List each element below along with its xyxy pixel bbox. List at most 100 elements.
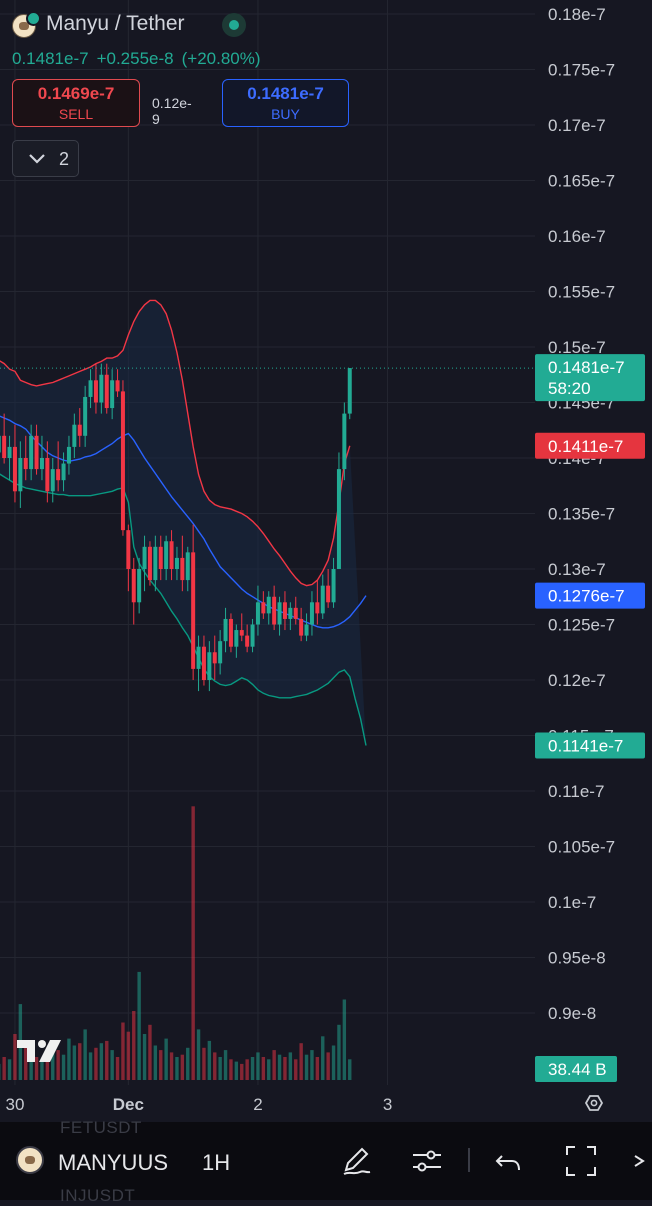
- volume-bar: [159, 1050, 162, 1080]
- candle-body: [137, 569, 141, 602]
- volume-bar: [170, 1052, 173, 1080]
- price-axis-label: 0.175e-7: [548, 61, 615, 80]
- volume-bar: [299, 1043, 302, 1080]
- candle-body: [251, 625, 255, 647]
- volume-bar: [224, 1050, 227, 1080]
- volume-bar: [332, 1046, 335, 1081]
- price-axis-label: 0.18e-7: [548, 5, 606, 24]
- candle-body: [2, 436, 6, 458]
- volume-bar: [191, 806, 194, 1080]
- volume-bar: [2, 1057, 5, 1080]
- volume-bar: [294, 1059, 297, 1080]
- candle-body: [305, 625, 309, 636]
- time-axis-label: 3: [383, 1095, 392, 1114]
- volume-bar: [256, 1052, 259, 1080]
- candle-body: [29, 436, 33, 469]
- candle-body: [283, 602, 287, 619]
- volume-bar: [267, 1059, 270, 1080]
- candle-body: [126, 530, 130, 569]
- volume-bar: [175, 1057, 178, 1080]
- interval-selector[interactable]: 1H: [202, 1150, 230, 1176]
- candle-body: [240, 630, 244, 636]
- price-axis-label: 0.155e-7: [548, 283, 615, 302]
- candle-body: [62, 464, 66, 481]
- undo-icon[interactable]: [492, 1144, 526, 1178]
- fullscreen-icon[interactable]: [564, 1144, 598, 1178]
- buy-price: 0.1481e-7: [223, 84, 348, 104]
- candle-body: [256, 602, 260, 624]
- candle-body: [267, 597, 271, 614]
- price-axis-label: 0.17e-7: [548, 116, 606, 135]
- more-icon[interactable]: [630, 1144, 652, 1178]
- volume-bar: [8, 1059, 11, 1080]
- price-axis-label: 0.135e-7: [548, 505, 615, 524]
- volume-bar: [186, 1048, 189, 1080]
- toolbar-divider: [468, 1148, 470, 1172]
- volume-bar: [116, 1057, 119, 1080]
- volume-bar: [262, 1057, 265, 1080]
- price-axis-label: 0.9e-8: [548, 1004, 596, 1023]
- time-axis-label: 30: [5, 1095, 24, 1114]
- candle-body: [234, 630, 238, 647]
- volume-bar: [100, 1043, 103, 1080]
- price-change-percent: (+20.80%): [182, 49, 261, 68]
- candle-body: [186, 552, 190, 580]
- candle-body: [83, 397, 87, 436]
- candle-body: [164, 541, 168, 569]
- chart-settings-icon[interactable]: [586, 1096, 602, 1110]
- candle-body: [299, 619, 303, 636]
- candle-body: [110, 380, 114, 408]
- candle-body: [67, 447, 71, 464]
- volume-bar: [272, 1050, 275, 1080]
- candle-body: [0, 436, 1, 453]
- candle-body: [45, 458, 49, 491]
- buy-label: BUY: [223, 106, 348, 122]
- candle-body: [105, 375, 109, 408]
- volume-bar: [251, 1057, 254, 1080]
- candle-body: [35, 436, 39, 469]
- volume-bar: [213, 1052, 216, 1080]
- volume-bar: [181, 1055, 184, 1080]
- sell-button[interactable]: 0.1469e-7 SELL: [12, 79, 140, 127]
- time-axis-label: 2: [253, 1095, 262, 1114]
- market-open-status-icon[interactable]: [222, 13, 246, 37]
- volume-bar: [143, 1034, 146, 1080]
- symbol-selector[interactable]: MANYUUS: [58, 1150, 180, 1176]
- candle-body: [294, 608, 298, 619]
- price-axis-label: 0.12e-7: [548, 671, 606, 690]
- volume-bar: [202, 1048, 205, 1080]
- candle-body: [202, 647, 206, 680]
- symbol-avatar-icon[interactable]: [16, 1146, 44, 1174]
- settings-sliders-icon[interactable]: [410, 1144, 444, 1178]
- candle-body: [148, 547, 152, 580]
- buy-button[interactable]: 0.1481e-7 BUY: [222, 79, 349, 127]
- volume-bar: [283, 1057, 286, 1080]
- volume-bar: [289, 1052, 292, 1080]
- candle-body: [153, 547, 157, 580]
- volume-bar: [148, 1025, 151, 1080]
- price-axis-label: 0.165e-7: [548, 172, 615, 191]
- chevron-down-icon: [28, 153, 46, 165]
- price-axis-label: 0.95e-8: [548, 949, 606, 968]
- volume-bar: [105, 1041, 108, 1080]
- candle-body: [342, 414, 346, 470]
- last-price: 0.1481e-7: [12, 49, 89, 68]
- candlestick-chart[interactable]: 0.18e-70.175e-70.17e-70.165e-70.16e-70.1…: [0, 0, 652, 1122]
- pen-icon[interactable]: [340, 1144, 374, 1178]
- spread-value: 0.12e-9: [152, 95, 192, 127]
- pair-title[interactable]: Manyu / Tether: [46, 12, 185, 36]
- price-change: +0.255e-8: [97, 49, 174, 68]
- chart-settings-icon-center: [591, 1100, 596, 1105]
- volume-bar: [164, 1039, 167, 1080]
- price-axis-label: 0.1e-7: [548, 893, 596, 912]
- candle-body: [13, 447, 17, 491]
- volume-bar: [89, 1052, 92, 1080]
- candle-body: [288, 608, 292, 619]
- volume-bar: [121, 1023, 124, 1081]
- indicators-toggle-button[interactable]: 2: [12, 140, 79, 177]
- tradingview-logo-icon[interactable]: [17, 1038, 65, 1064]
- lower-band-price-label: 0.1141e-7: [548, 736, 623, 755]
- volume-bar: [137, 972, 140, 1080]
- volume-bar: [245, 1059, 248, 1080]
